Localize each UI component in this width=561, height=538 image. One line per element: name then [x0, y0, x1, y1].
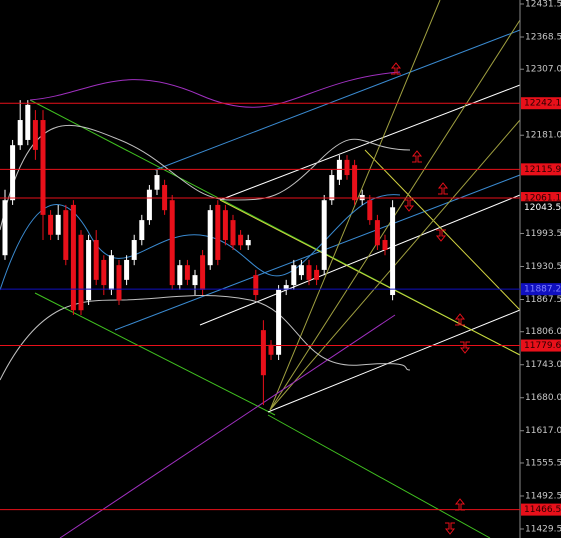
candle-body: [291, 265, 297, 286]
level-label: 11779.6: [524, 341, 561, 351]
trendline: [199, 194, 521, 326]
trendline: [154, 29, 521, 171]
candle-body: [344, 159, 350, 176]
candle-body: [124, 259, 130, 280]
level-box: [521, 97, 561, 110]
candle-body: [253, 275, 259, 296]
candle-body: [268, 344, 274, 355]
bollinger-upper: [29, 71, 401, 108]
arrow-down: [459, 341, 471, 354]
candle-body: [283, 285, 289, 290]
candle-body: [2, 200, 8, 256]
arrow-up: [411, 150, 423, 163]
candle-body: [101, 259, 107, 286]
level-box: [521, 283, 561, 296]
y-tick-label: 11743.0: [525, 360, 561, 370]
level-box: [521, 201, 561, 214]
fan-line: [269, 0, 441, 411]
candle-body: [55, 214, 61, 235]
y-tick-label: 11617.0: [525, 426, 561, 436]
level-label: 12043.5: [524, 203, 561, 213]
candle-body: [93, 240, 99, 280]
level-label: 12242.1: [524, 99, 561, 109]
candle-body: [215, 204, 221, 260]
candle-body: [207, 210, 213, 266]
candle-body: [260, 330, 266, 376]
candle-body: [108, 255, 114, 290]
y-tick-label: 11555.5: [525, 458, 561, 468]
candle-body: [10, 145, 16, 201]
level-label: 12115.9: [524, 165, 561, 175]
trendline: [219, 199, 521, 356]
y-tick-label: 11806.0: [525, 327, 561, 337]
candle-body: [70, 204, 76, 311]
candle-body: [78, 234, 84, 311]
candle-body: [177, 265, 183, 286]
arrow-up: [454, 498, 466, 511]
candle-body: [192, 275, 198, 286]
arrow-up: [390, 62, 402, 75]
candle-body: [169, 200, 175, 286]
arrow-up: [454, 313, 466, 326]
y-tick-label: 11867.5: [525, 295, 561, 305]
level-label: 11466.5: [524, 505, 561, 515]
level-label: 12061.1: [524, 194, 561, 204]
arrow-up: [437, 182, 449, 195]
level-box: [521, 192, 561, 205]
candle-body: [154, 175, 160, 190]
y-tick-label: 11492.5: [525, 491, 561, 501]
candle-body: [200, 255, 206, 290]
y-tick-label: 11993.5: [525, 229, 561, 239]
candle-body: [238, 234, 244, 246]
candle-body: [48, 214, 54, 235]
y-tick-label: 12368.5: [525, 32, 561, 42]
trendline: [59, 314, 396, 538]
y-tick-label: 11680.0: [525, 393, 561, 403]
candle-body: [222, 210, 228, 241]
candle-body: [298, 265, 304, 276]
candle-body: [329, 175, 335, 201]
candle-body: [131, 240, 137, 260]
candle-body: [276, 289, 282, 355]
candle-body: [306, 265, 312, 280]
y-tick-label: 12431.5: [525, 0, 561, 9]
candle-body: [374, 220, 380, 246]
y-tick-label: 12307.0: [525, 65, 561, 75]
candle-body: [25, 104, 31, 140]
candle-body: [245, 240, 251, 246]
candle-body: [184, 265, 190, 280]
trendline: [34, 292, 276, 416]
candle-body: [321, 200, 327, 270]
candle-body: [116, 265, 122, 301]
y-tick-label: 11429.5: [525, 524, 561, 534]
y-tick-label: 12181.0: [525, 131, 561, 141]
trendline: [267, 309, 521, 413]
candle-body: [32, 120, 38, 150]
trendline: [114, 174, 521, 331]
arrow-down: [435, 229, 447, 242]
level-box: [521, 163, 561, 176]
candle-body: [40, 120, 46, 215]
arrows: [390, 62, 471, 535]
candle-body: [382, 240, 388, 250]
candle-body: [63, 210, 69, 260]
level-box: [521, 339, 561, 352]
candle-body: [367, 200, 373, 221]
candle-body: [352, 165, 358, 201]
arrow-down: [444, 522, 456, 535]
level-box: [521, 503, 561, 516]
trendline: [267, 414, 491, 538]
candle-body: [86, 240, 92, 301]
arrow-down: [403, 199, 415, 212]
candle-body: [390, 207, 396, 296]
candle-body: [230, 220, 236, 246]
candle-body: [17, 120, 23, 146]
candle-body: [314, 269, 320, 280]
y-tick-label: 11930.5: [525, 262, 561, 272]
candle-body: [139, 220, 145, 241]
level-label: 11887.2: [524, 285, 561, 295]
candle-body: [146, 189, 152, 221]
